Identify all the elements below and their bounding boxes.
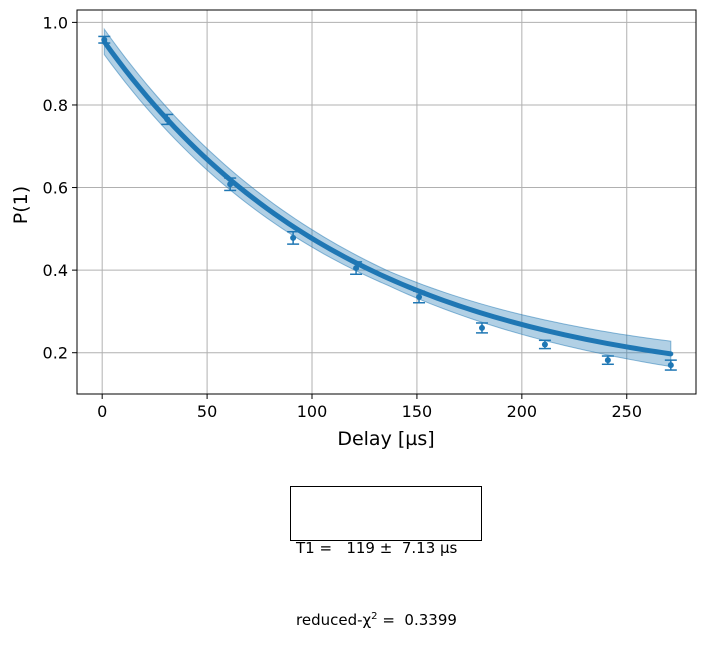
y-tick-label: 0.4	[43, 261, 68, 280]
data-marker	[416, 293, 423, 300]
fit-confidence-band	[103, 27, 672, 368]
data-marker	[541, 341, 548, 348]
data-point	[224, 177, 237, 192]
x-tick-label: 50	[197, 402, 217, 421]
x-tick-label: 200	[507, 402, 538, 421]
data-marker	[353, 265, 360, 272]
data-point	[601, 355, 614, 366]
data-marker	[101, 36, 108, 43]
confidence-band-polygon	[103, 27, 672, 368]
fit-curve	[101, 39, 674, 357]
plot-frame	[76, 9, 697, 395]
fit-results-box: T1 = 119 ± 7.13 µs reduced-χ2 = 0.3399	[290, 486, 482, 629]
y-tick-label: 0.6	[43, 179, 68, 198]
y-axis-label: P(1)	[10, 186, 32, 224]
data-points	[98, 35, 677, 371]
data-point	[98, 35, 111, 44]
y-tick-label: 1.0	[43, 13, 68, 32]
chi2-value: = 0.3399	[377, 611, 457, 629]
y-tick-label: 0.8	[43, 96, 68, 115]
data-point	[664, 359, 677, 371]
y-axis-ticks: 0.2 0.4 0.6 0.8 1.0	[43, 13, 77, 363]
fit-chi2-text: reduced-χ2 = 0.3399	[296, 608, 481, 632]
x-tick-label: 250	[611, 402, 642, 421]
data-point	[161, 113, 174, 126]
data-point	[475, 322, 488, 334]
data-marker	[164, 116, 171, 123]
data-point	[350, 261, 363, 276]
data-point	[287, 230, 300, 245]
data-point	[413, 290, 426, 304]
data-marker	[604, 357, 611, 364]
data-point	[538, 339, 551, 350]
x-tick-label: 100	[297, 402, 328, 421]
data-marker	[290, 234, 297, 241]
chi2-prefix: reduced-χ	[296, 611, 372, 629]
fit-curve-line	[101, 39, 674, 357]
grid-lines	[77, 10, 696, 394]
x-tick-label: 150	[402, 402, 433, 421]
x-tick-label: 0	[97, 402, 107, 421]
x-axis-ticks: 0 50 100 150 200 250	[97, 394, 642, 421]
data-marker	[478, 324, 485, 331]
fit-t1-text: T1 = 119 ± 7.13 µs	[296, 539, 458, 557]
y-tick-label: 0.2	[43, 344, 68, 363]
data-marker	[667, 362, 674, 369]
x-axis-label: Delay [µs]	[337, 428, 434, 450]
chart: 0 50 100 150 200 250 0.2 0.4 0.6 0.8 1.0 Delay [µ…	[10, 9, 697, 450]
data-marker	[227, 181, 234, 188]
